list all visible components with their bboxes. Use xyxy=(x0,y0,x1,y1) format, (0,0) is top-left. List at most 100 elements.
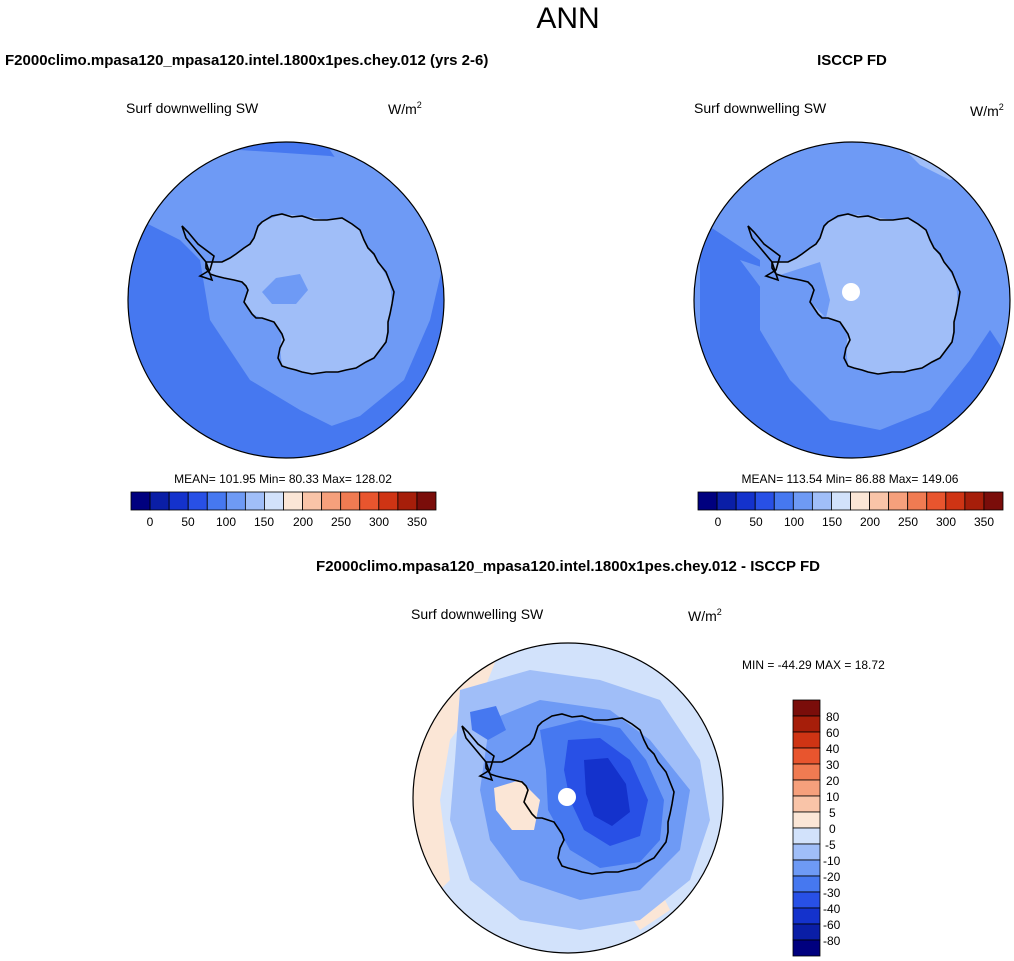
colorbar-swatch xyxy=(130,491,151,511)
model-units-label: W/m2 xyxy=(388,100,422,117)
model-cbar-label: 200 xyxy=(293,515,313,529)
diff-map-coastline xyxy=(485,713,675,875)
model-cbar-label: 350 xyxy=(407,515,427,529)
obs-variable-label: Surf downwelling SW xyxy=(694,100,827,116)
obs-map-coastline xyxy=(771,213,961,375)
model-cbar-label: 50 xyxy=(181,515,195,529)
obs-panel-title: ISCCP FD xyxy=(817,52,887,69)
diff-cbar-label: -60 xyxy=(823,918,841,932)
model-cbar-label: 250 xyxy=(331,515,351,529)
diff-colorbar-swatch xyxy=(792,907,821,925)
diff-colorbar-swatch xyxy=(792,875,821,893)
diff-colorbar xyxy=(792,699,821,957)
obs-panel: ISCCP FD Surf downwelling SW W/m2 MEAN= … xyxy=(693,52,1011,529)
model-cbar-label: 100 xyxy=(216,515,236,529)
diff-colorbar-swatch xyxy=(792,843,821,861)
diff-colorbar-swatch xyxy=(792,939,821,957)
diff-colorbar-swatch xyxy=(792,859,821,877)
diff-colorbar-swatch xyxy=(792,763,821,781)
obs-map-pole-hole xyxy=(842,283,860,301)
colorbar-swatch xyxy=(735,491,756,511)
diff-panel: F2000climo.mpasa120_mpasa120.intel.1800x… xyxy=(316,558,885,957)
model-panel: F2000climo.mpasa120_mpasa120.intel.1800x… xyxy=(5,52,488,529)
diff-map-peninsula xyxy=(461,725,495,782)
diff-map-weddell-warm xyxy=(494,780,540,830)
diff-cbar-label: -40 xyxy=(823,902,841,916)
obs-cbar-label: 0 xyxy=(715,515,722,529)
colorbar-swatch xyxy=(945,491,966,511)
diff-cbar-label: 5 xyxy=(829,806,836,820)
colorbar-swatch xyxy=(340,491,361,511)
obs-map-band-dark-west xyxy=(700,220,1010,458)
model-map-inland-patch xyxy=(262,274,308,304)
diff-cbar-label: 0 xyxy=(829,822,836,836)
obs-cbar-label: 350 xyxy=(974,515,994,529)
colorbar-swatch xyxy=(811,491,832,511)
colorbar-swatch xyxy=(850,491,870,511)
colorbar-swatch xyxy=(378,491,399,511)
colorbar-swatch xyxy=(244,491,265,511)
diff-cbar-label: 30 xyxy=(826,758,840,772)
colorbar-swatch xyxy=(907,491,928,511)
obs-map-border xyxy=(693,141,1011,459)
diff-colorbar-swatch xyxy=(792,715,821,733)
colorbar-swatch xyxy=(831,491,851,511)
colorbar-swatch xyxy=(225,491,246,511)
diff-map xyxy=(413,643,723,953)
colorbar-swatch xyxy=(416,491,437,511)
diff-colorbar-swatch xyxy=(792,923,821,941)
obs-map-band-mid xyxy=(740,260,975,405)
diff-units-label: W/m2 xyxy=(688,607,722,624)
colorbar-swatch xyxy=(264,491,284,511)
diff-cbar-label: -30 xyxy=(823,886,841,900)
colorbar-swatch xyxy=(926,491,947,511)
colorbar-swatch xyxy=(149,491,170,511)
colorbar-swatch xyxy=(888,491,909,511)
obs-cbar-label: 50 xyxy=(749,515,763,529)
colorbar-swatch xyxy=(869,491,890,511)
colorbar-swatch xyxy=(716,491,737,511)
diff-colorbar-swatch xyxy=(792,779,821,797)
diff-colorbar-swatch xyxy=(792,747,821,765)
colorbar-swatch xyxy=(206,491,227,511)
colorbar-swatch xyxy=(754,491,775,511)
obs-colorbar-labels: 0 50 100 150 200 250 300 350 xyxy=(715,515,995,529)
colorbar-swatch xyxy=(773,491,794,511)
model-map-band-2 xyxy=(130,220,340,458)
diff-colorbar-swatch xyxy=(792,891,821,909)
model-colorbar-labels: 0 50 100 150 200 250 300 350 xyxy=(147,515,428,529)
obs-units-label: W/m2 xyxy=(970,102,1004,119)
diff-stats: MIN = -44.29 MAX = 18.72 xyxy=(742,658,885,672)
model-map xyxy=(128,142,444,458)
model-cbar-label: 150 xyxy=(254,515,274,529)
obs-map xyxy=(694,142,1010,458)
diff-cbar-label: 20 xyxy=(826,774,840,788)
colorbar-swatch xyxy=(168,491,189,511)
diff-colorbar-swatch xyxy=(792,827,821,845)
obs-cbar-label: 100 xyxy=(784,515,804,529)
diff-variable-label: Surf downwelling SW xyxy=(411,606,544,622)
model-cbar-label: 300 xyxy=(369,515,389,529)
model-cbar-label: 0 xyxy=(147,515,154,529)
colorbar-swatch xyxy=(697,491,718,511)
model-map-border xyxy=(127,141,445,459)
diff-cbar-label: 40 xyxy=(826,742,840,756)
obs-cbar-label: 200 xyxy=(860,515,880,529)
obs-cbar-label: 150 xyxy=(822,515,842,529)
model-map-peninsula xyxy=(181,225,215,282)
obs-cbar-label: 250 xyxy=(898,515,918,529)
colorbar-swatch xyxy=(983,491,1004,511)
model-panel-title: F2000climo.mpasa120_mpasa120.intel.1800x… xyxy=(5,52,488,69)
obs-map-peninsula xyxy=(747,225,781,282)
obs-colorbar xyxy=(697,491,1004,511)
diff-cbar-label: -10 xyxy=(823,854,841,868)
colorbar-swatch xyxy=(359,491,380,511)
diff-map-pole-hole xyxy=(558,788,576,806)
colorbar-swatch xyxy=(321,491,342,511)
diff-panel-title: F2000climo.mpasa120_mpasa120.intel.1800x… xyxy=(316,558,820,575)
diff-colorbar-swatch xyxy=(792,811,821,829)
diff-map-border xyxy=(412,642,724,954)
diff-colorbar-swatch xyxy=(792,699,821,717)
model-map-band-3 xyxy=(330,150,420,240)
obs-map-continent xyxy=(772,214,958,374)
